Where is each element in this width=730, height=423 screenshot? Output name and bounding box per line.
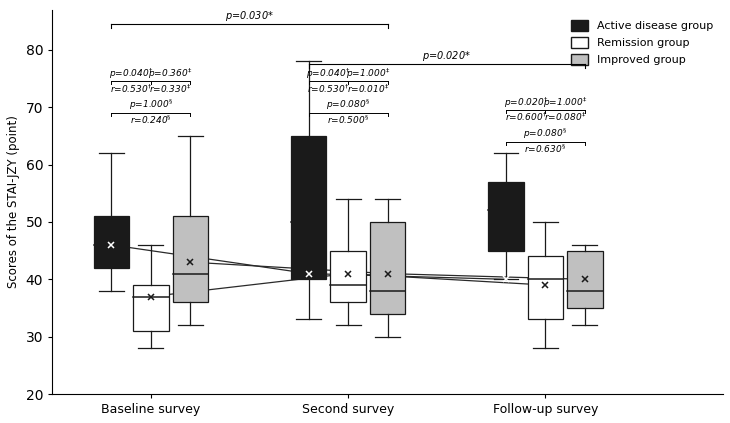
Text: $p$=0.040$^†$: $p$=0.040$^†$ xyxy=(307,66,350,81)
Text: $r$=0.010$^‡$: $r$=0.010$^‡$ xyxy=(347,82,389,95)
Bar xyxy=(93,216,129,268)
Text: $p$=0.080$^§$: $p$=0.080$^§$ xyxy=(523,127,567,141)
Text: $r$=0.080$^‡$: $r$=0.080$^‡$ xyxy=(544,111,586,124)
Y-axis label: Scores of the STAI-JZY (point): Scores of the STAI-JZY (point) xyxy=(7,115,20,288)
Bar xyxy=(528,256,564,319)
Text: $r$=0.330$^‡$: $r$=0.330$^‡$ xyxy=(150,82,192,95)
Text: $r$=0.530$^†$: $r$=0.530$^†$ xyxy=(307,82,350,95)
Bar xyxy=(488,182,523,251)
Text: $p$=1.000$^‡$: $p$=1.000$^‡$ xyxy=(346,66,390,81)
Text: $r$=0.500$^§$: $r$=0.500$^§$ xyxy=(327,114,369,126)
Bar xyxy=(331,251,366,302)
Bar xyxy=(291,136,326,279)
Bar xyxy=(172,216,208,302)
Text: $r$=0.600$^†$: $r$=0.600$^†$ xyxy=(504,111,547,124)
Text: $p$=0.020$^†$: $p$=0.020$^†$ xyxy=(504,95,548,110)
Text: $p$=1.000$^‡$: $p$=1.000$^‡$ xyxy=(543,95,588,110)
Text: $p$=0.040$^†$: $p$=0.040$^†$ xyxy=(109,66,153,81)
Text: $r$=0.630$^§$: $r$=0.630$^§$ xyxy=(524,143,566,155)
Text: $p$=0.360$^‡$: $p$=0.360$^‡$ xyxy=(148,66,193,81)
Bar xyxy=(133,285,169,331)
Legend: Active disease group, Remission group, Improved group: Active disease group, Remission group, I… xyxy=(566,15,718,70)
Bar xyxy=(567,251,603,308)
Text: $r$=0.530$^†$: $r$=0.530$^†$ xyxy=(110,82,152,95)
Bar xyxy=(370,222,405,314)
Text: $p$=0.080$^§$: $p$=0.080$^§$ xyxy=(326,98,370,113)
Text: $p$=0.030*: $p$=0.030* xyxy=(225,9,274,23)
Text: $p$=0.020*: $p$=0.020* xyxy=(423,49,472,63)
Text: $r$=0.240$^§$: $r$=0.240$^§$ xyxy=(130,114,172,126)
Text: $p$=1.000$^§$: $p$=1.000$^§$ xyxy=(128,98,173,113)
